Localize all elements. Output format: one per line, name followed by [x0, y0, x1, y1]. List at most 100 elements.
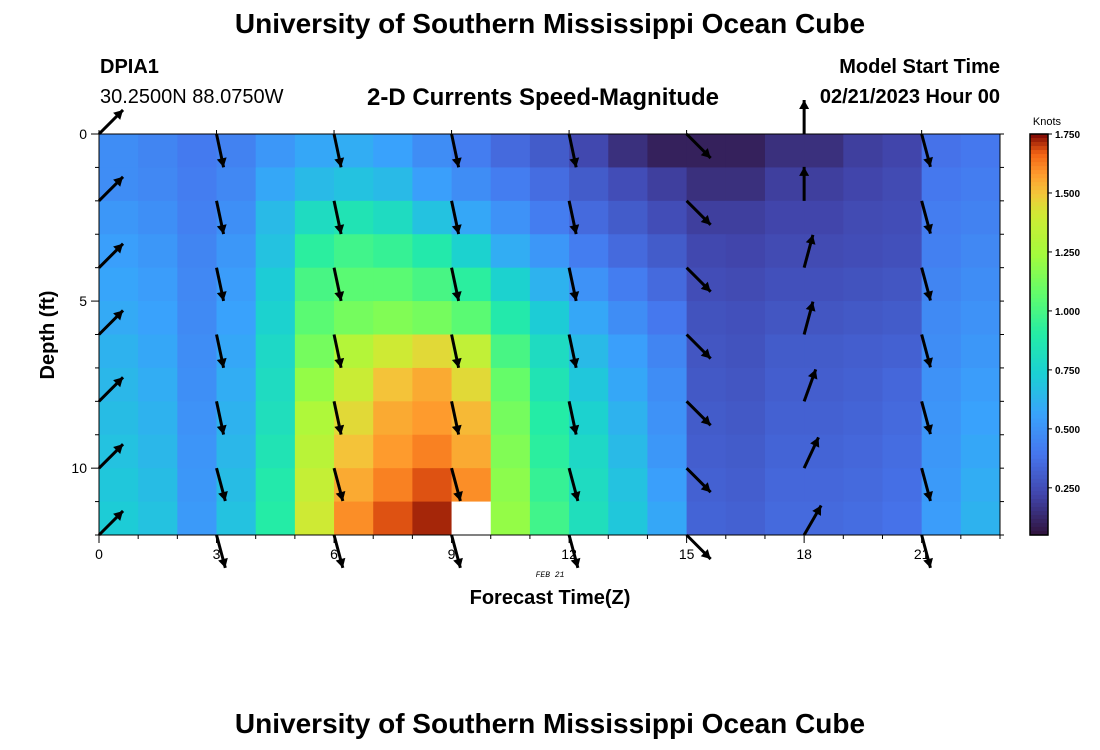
- heatmap-cell: [412, 167, 452, 202]
- colorbar-segment: [1030, 350, 1048, 356]
- colorbar-gradient: [1030, 134, 1048, 536]
- x-tick-label: 9: [448, 546, 456, 562]
- heatmap-cell: [725, 501, 766, 536]
- y-tick-label: 0: [79, 126, 87, 142]
- heatmap-cell: [373, 434, 413, 469]
- heatmap-cell: [294, 468, 335, 502]
- heatmap-cell: [647, 401, 687, 436]
- heatmap-cell: [138, 334, 178, 369]
- heatmap-cell: [608, 234, 648, 269]
- heatmap-cell: [373, 501, 413, 536]
- heatmap-cell: [764, 334, 805, 369]
- heatmap-cell: [451, 501, 492, 536]
- x-tick-label: 0: [95, 546, 103, 562]
- heatmap-cell: [843, 200, 883, 235]
- colorbar-segment: [1030, 458, 1048, 464]
- heatmap-cell: [138, 134, 178, 168]
- heatmap-cell: [608, 401, 648, 436]
- heatmap-cell: [686, 434, 727, 469]
- heatmap-cell: [569, 434, 609, 469]
- heatmap-cell: [490, 167, 531, 202]
- current-arrow: [802, 301, 816, 335]
- heatmap-cell: [921, 434, 962, 469]
- heatmap-cell: [843, 234, 883, 269]
- heatmap-cell: [882, 301, 923, 335]
- colorbar-frame: [1029, 133, 1049, 536]
- colorbar-tick-label: 1.000: [1055, 307, 1080, 318]
- heatmap-cell: [138, 434, 178, 469]
- heatmap-cell: [529, 134, 570, 168]
- colorbar-segment: [1030, 142, 1048, 147]
- colorbar-segment: [1030, 258, 1048, 263]
- heatmap-cell: [294, 167, 335, 202]
- heatmap-cell: [647, 167, 687, 202]
- current-arrow: [215, 200, 227, 235]
- heatmap-cell: [490, 134, 531, 168]
- page-title: University of Southern Mississippi Ocean…: [234, 8, 866, 39]
- heatmap-cell: [764, 134, 805, 168]
- colorbar-segment: [1030, 394, 1048, 400]
- heatmap-cells: [99, 134, 1001, 536]
- current-arrow: [685, 467, 712, 494]
- heatmap-cell: [529, 334, 570, 369]
- heatmap-cell: [294, 501, 335, 536]
- heatmap-cell: [529, 501, 570, 536]
- colorbar-segment: [1030, 406, 1048, 412]
- heatmap-cell: [686, 167, 727, 202]
- colorbar-segment: [1030, 506, 1048, 512]
- heatmap-cell: [373, 367, 413, 402]
- colorbar-segment: [1030, 226, 1048, 231]
- heatmap-cell: [960, 501, 1001, 536]
- current-arrow: [685, 132, 712, 160]
- colorbar-segment: [1030, 366, 1048, 372]
- heatmap-cell: [804, 134, 844, 168]
- heatmap-cell: [608, 501, 648, 536]
- heatmap-cell: [725, 401, 766, 436]
- colorbar-segment: [1030, 206, 1048, 211]
- heatmap-cell: [451, 167, 492, 202]
- heatmap-cell: [647, 234, 687, 269]
- colorbar-label: Knots: [1033, 116, 1062, 128]
- heatmap-cell: [725, 367, 766, 402]
- colorbar-segment: [1030, 466, 1048, 472]
- colorbar: Knots 1.750 1.500 1.250 1.000 0.750 0.500 0.25…: [1029, 116, 1080, 536]
- colorbar-segment: [1030, 286, 1048, 291]
- heatmap-cell: [960, 134, 1001, 168]
- colorbar-segment: [1030, 486, 1048, 492]
- current-arrow: [215, 133, 227, 168]
- colorbar-segment: [1030, 450, 1048, 456]
- current-arrow: [97, 443, 125, 470]
- heatmap-cell: [138, 200, 178, 235]
- heatmap-cell: [569, 501, 609, 536]
- colorbar-segment: [1030, 158, 1048, 163]
- colorbar-segment: [1030, 414, 1048, 420]
- heatmap-cell: [686, 501, 727, 536]
- heatmap-cell: [529, 434, 570, 469]
- colorbar-segment: [1030, 314, 1048, 320]
- colorbar-segment: [1030, 218, 1048, 223]
- heatmap-cell: [177, 468, 217, 502]
- current-arrow: [802, 368, 818, 402]
- heatmap-cell: [373, 468, 413, 502]
- current-arrow: [215, 534, 228, 569]
- heatmap-cell: [294, 200, 335, 235]
- current-arrow: [450, 334, 462, 369]
- heatmap-cell: [373, 301, 413, 335]
- heatmap-cell: [569, 234, 609, 269]
- heatmap-cell: [294, 134, 335, 168]
- colorbar-segment: [1030, 178, 1048, 183]
- heatmap-cell: [647, 301, 687, 335]
- colorbar-segment: [1030, 410, 1048, 416]
- colorbar-segment: [1030, 134, 1048, 139]
- heatmap-cell: [412, 501, 452, 536]
- heatmap-cell: [373, 167, 413, 202]
- colorbar-segment: [1030, 490, 1048, 496]
- colorbar-segment: [1030, 358, 1048, 364]
- heatmap-cell: [843, 334, 883, 369]
- colorbar-segment: [1030, 430, 1048, 436]
- colorbar-segment: [1030, 514, 1048, 520]
- colorbar-segment: [1030, 382, 1048, 388]
- heatmap-cell: [412, 468, 452, 502]
- colorbar-segment: [1030, 266, 1048, 271]
- heatmap-cell: [412, 434, 452, 469]
